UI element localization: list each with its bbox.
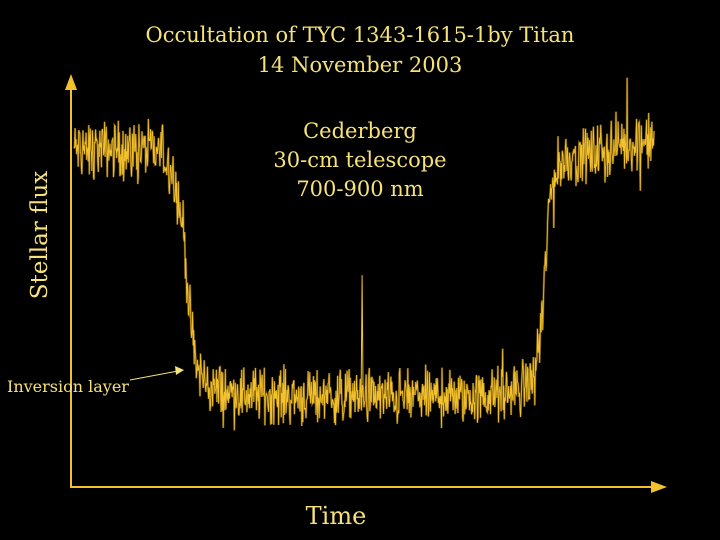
- callout-arrowhead-icon: [175, 366, 184, 375]
- axes: [65, 74, 667, 493]
- inversion-layer-label: Inversion layer: [7, 377, 129, 396]
- y-axis-label: Stellar flux: [27, 170, 53, 300]
- light-curve: [72, 77, 656, 431]
- annotation-telescope: 30-cm telescope: [273, 148, 447, 172]
- x-axis-label: Time: [305, 502, 367, 530]
- chart-subtitle: 14 November 2003: [257, 53, 463, 77]
- callout-arrow: [129, 366, 184, 381]
- y-axis-arrow-icon: [65, 74, 77, 90]
- x-axis-arrow-icon: [651, 481, 667, 493]
- annotation-wavelength: 700-900 nm: [296, 177, 424, 201]
- central-flash-spike: [360, 275, 364, 398]
- annotation-site: Cederberg: [303, 119, 417, 143]
- chart-title: Occultation of TYC 1343-1615-1by Titan: [145, 23, 575, 47]
- light-curve-line: [73, 77, 655, 431]
